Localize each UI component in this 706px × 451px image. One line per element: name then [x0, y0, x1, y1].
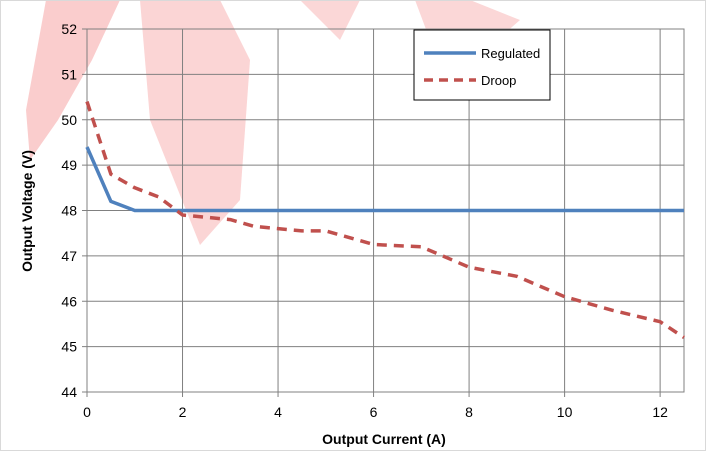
y-tick-label: 52	[61, 21, 77, 37]
x-tick-label: 12	[652, 404, 668, 420]
x-tick-label: 0	[83, 404, 91, 420]
y-tick-label: 48	[61, 203, 77, 219]
y-axis-title: Output Voltage (V)	[19, 150, 35, 272]
legend-label-regulated: Regulated	[481, 46, 540, 61]
x-tick-label: 10	[557, 404, 573, 420]
y-tick-label: 50	[61, 112, 77, 128]
x-axis-title: Output Current (A)	[322, 431, 446, 447]
x-axis-ticks: 0 2 4 6 8 10 12	[83, 392, 668, 420]
legend: Regulated Droop	[413, 29, 551, 101]
series-line-droop	[85, 101, 685, 339]
x-tick-label: 4	[274, 404, 282, 420]
legend-box	[413, 29, 551, 101]
y-tick-label: 51	[61, 66, 77, 82]
legend-label-droop: Droop	[481, 73, 516, 88]
x-tick-label: 2	[179, 404, 187, 420]
y-tick-label: 44	[61, 384, 77, 400]
x-tick-label: 8	[465, 404, 473, 420]
series-layer	[85, 101, 685, 339]
y-axis-ticks: 44 45 46 47 48 49 50 51 52	[61, 21, 87, 400]
y-tick-label: 46	[61, 293, 77, 309]
y-tick-label: 47	[61, 248, 77, 264]
y-tick-label: 45	[61, 339, 77, 355]
x-tick-label: 6	[370, 404, 378, 420]
series-line-regulated	[85, 146, 684, 213]
y-tick-label: 49	[61, 157, 77, 173]
